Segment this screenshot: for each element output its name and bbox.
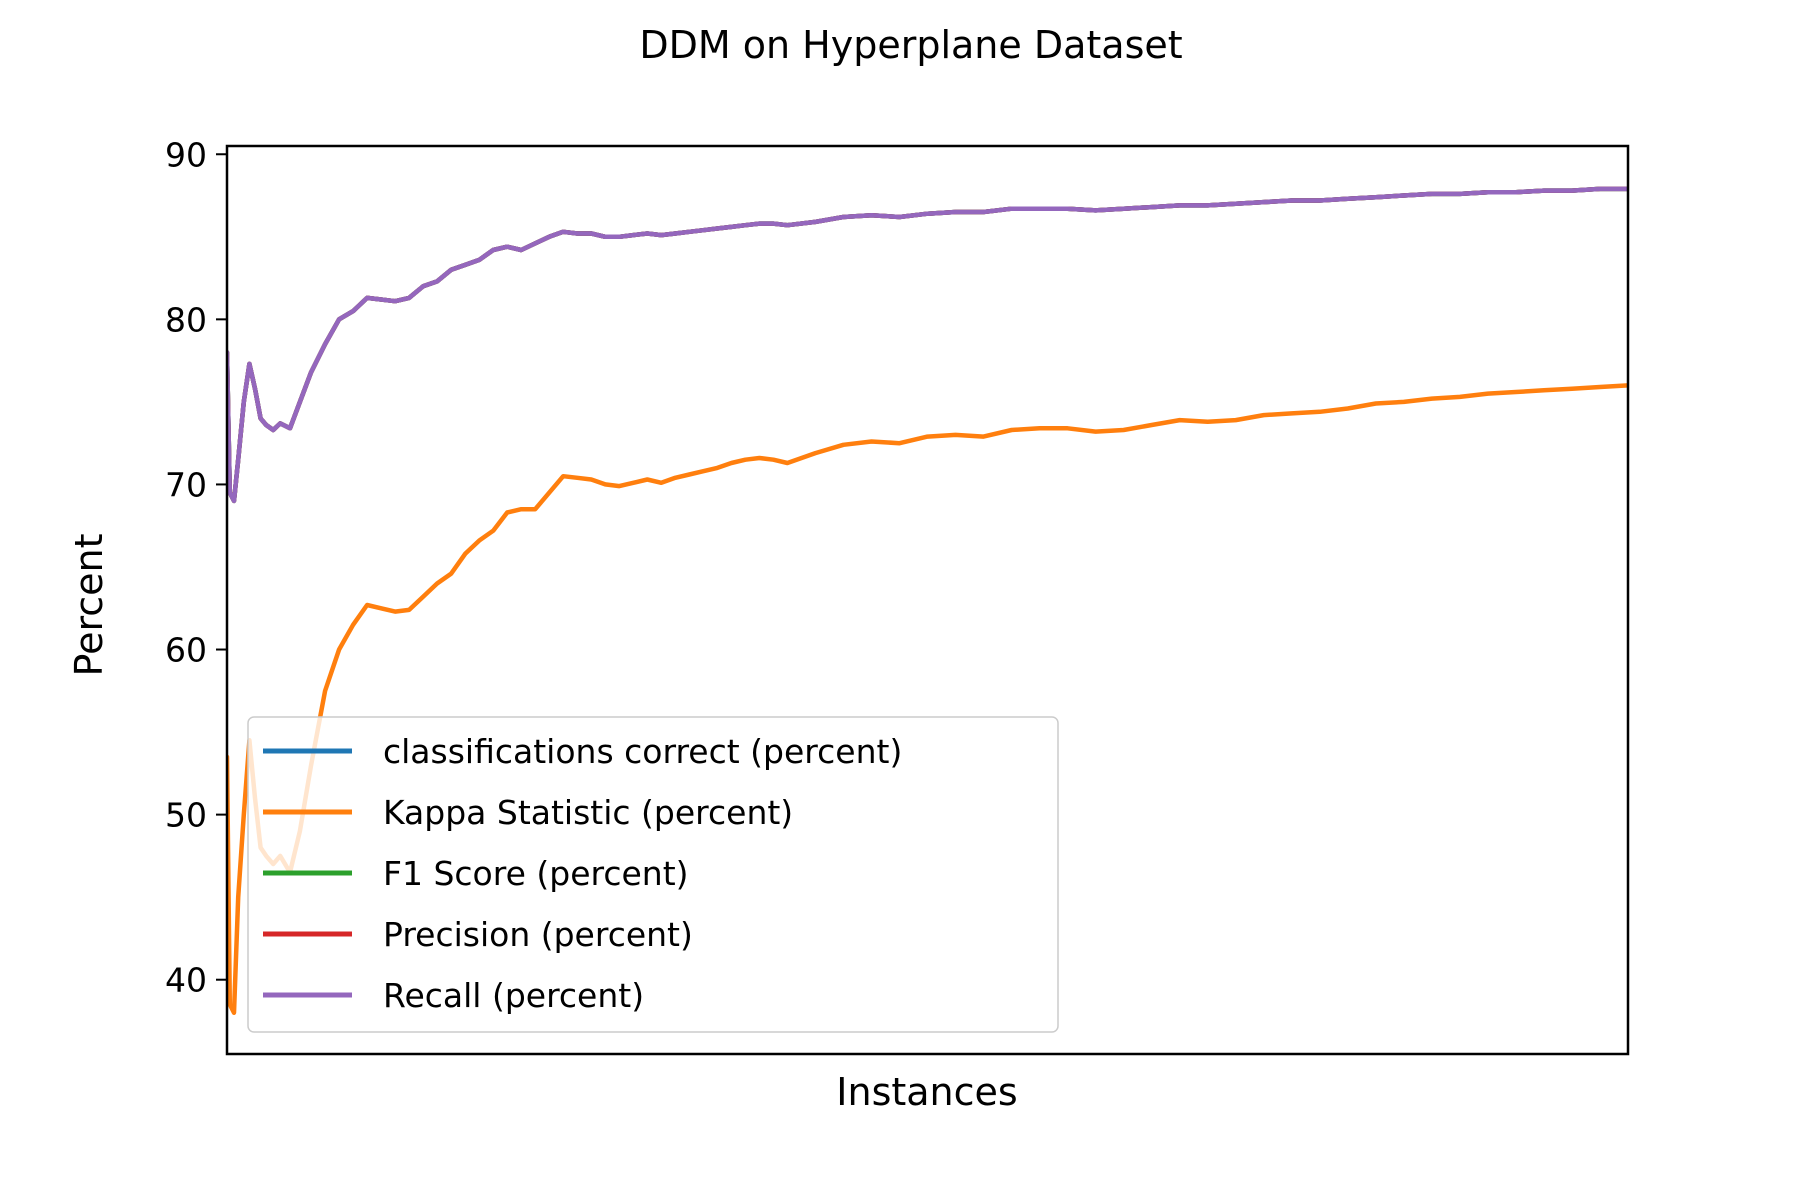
y-tick-label: 50 [165,796,207,835]
legend-label-2: Kappa Statistic (percent) [383,793,793,832]
legend-box [247,716,1059,1033]
chart-title: DDM on Hyperplane Dataset [639,23,1182,67]
legend-label-3: F1 Score (percent) [383,854,689,893]
y-tick-label: 90 [165,135,207,174]
legend-items: classifications correct (percent) Kappa S… [263,732,902,1015]
legend-label-1: classifications correct (percent) [383,732,902,771]
plot-frame [225,144,1630,1056]
legend-label-4: Precision (percent) [383,915,693,954]
y-tick-label: 80 [165,300,207,339]
y-tick-label: 70 [165,465,207,504]
y-tick-label: 60 [165,631,207,670]
legend: classifications correct (percent) Kappa S… [247,716,1059,1033]
series-line-5 [227,186,1628,504]
y-axis-label: Percent [67,534,111,677]
legend-label-5: Recall (percent) [383,976,644,1015]
y-axis-ticks: 40 50 60 70 80 90 [165,135,227,1000]
x-axis-label: Instances [836,1070,1017,1114]
y-tick-label: 40 [165,961,207,1000]
